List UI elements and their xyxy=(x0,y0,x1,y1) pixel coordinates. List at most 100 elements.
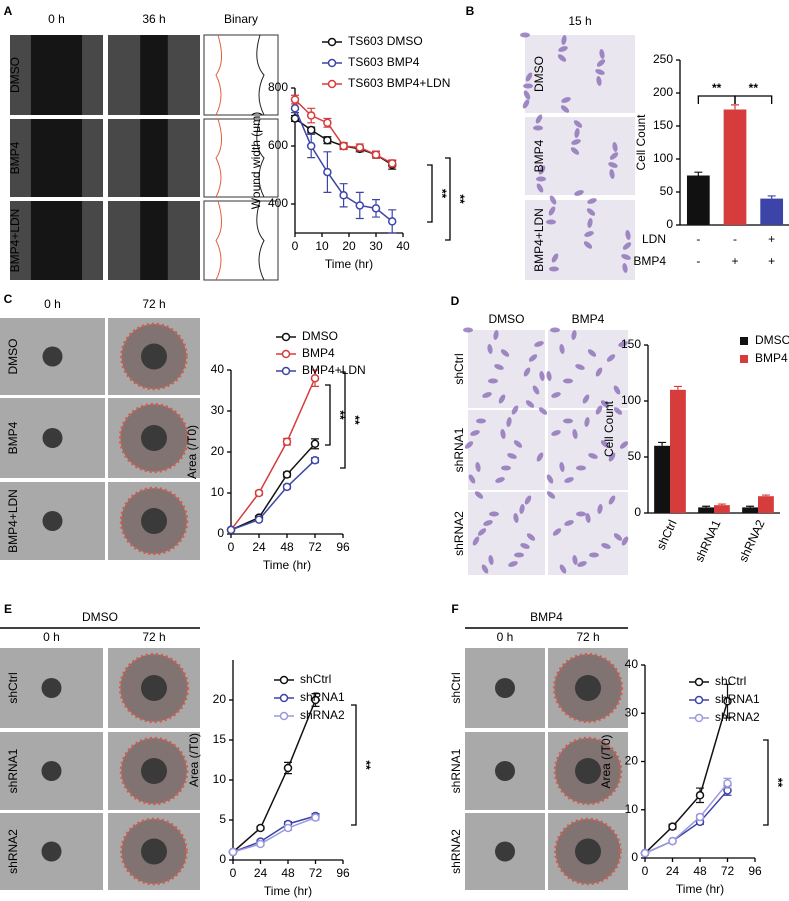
y-tick-label: 0 xyxy=(666,217,673,231)
point xyxy=(290,114,300,123)
point xyxy=(371,150,381,159)
cell xyxy=(576,511,586,517)
legend-label: shRNA2 xyxy=(300,708,345,722)
row-label: BMP4 xyxy=(532,139,546,172)
x-tick-label: 24 xyxy=(252,540,266,554)
cell xyxy=(558,46,568,52)
legend-label: BMP4+LDN xyxy=(302,363,366,377)
significance: ** xyxy=(333,410,347,420)
spheroid xyxy=(141,508,167,534)
point xyxy=(311,695,320,705)
cell-front xyxy=(108,201,141,280)
legend-label: DMSO xyxy=(755,333,789,347)
y-axis-label: Area (/T0) xyxy=(187,733,201,787)
point xyxy=(282,482,292,492)
cell xyxy=(523,367,531,377)
cell xyxy=(559,564,567,574)
cell xyxy=(608,452,616,462)
cell xyxy=(524,495,532,505)
cell xyxy=(587,218,593,228)
cell xyxy=(609,169,615,179)
cell xyxy=(468,474,476,484)
y-tick-label: 10 xyxy=(211,485,225,499)
cell xyxy=(613,385,621,395)
cell xyxy=(539,371,545,381)
cell xyxy=(613,533,623,541)
legend-label: TS603 DMSO xyxy=(348,34,423,48)
cell xyxy=(599,49,605,59)
cell xyxy=(608,162,618,168)
error-bar xyxy=(767,195,776,199)
cell xyxy=(559,462,565,472)
row-label: shCtrl xyxy=(6,672,20,703)
cell xyxy=(606,354,616,362)
y-tick-label: 30 xyxy=(625,705,639,719)
x-tick-label: 24 xyxy=(254,866,268,880)
condition-sign: + xyxy=(731,254,738,268)
significance: ** xyxy=(749,81,759,95)
row-label: shRNA1 xyxy=(6,748,20,793)
cell xyxy=(557,54,567,62)
column-label: 0 h xyxy=(497,630,514,644)
legend-marker xyxy=(694,695,704,705)
column-label: 0 h xyxy=(43,630,60,644)
cell-front xyxy=(167,35,200,115)
error-bar xyxy=(694,171,703,176)
x-axis-label: Time (hr) xyxy=(263,558,311,572)
cell xyxy=(619,441,629,449)
point xyxy=(282,470,292,479)
point xyxy=(226,525,236,535)
cell xyxy=(595,367,603,377)
x-tick-label: 0 xyxy=(228,540,235,554)
column-label: DMSO xyxy=(489,312,525,326)
cell xyxy=(522,99,530,109)
column-label: 0 h xyxy=(44,297,61,311)
spheroid xyxy=(42,511,63,531)
cell xyxy=(625,230,631,240)
cell xyxy=(618,341,628,347)
cell xyxy=(519,504,525,514)
spheroid xyxy=(495,678,515,698)
significance: ** xyxy=(771,778,785,788)
condition-name: BMP4 xyxy=(633,254,666,268)
cell xyxy=(563,378,573,384)
cell xyxy=(596,76,602,86)
row-label: BMP4 xyxy=(8,141,22,174)
cell-front xyxy=(82,201,103,280)
row-label: shCtrl xyxy=(449,672,463,703)
legend-swatch xyxy=(740,355,748,363)
column-label: BMP4 xyxy=(572,312,605,326)
cell xyxy=(488,378,498,384)
x-tick-label: 96 xyxy=(748,864,762,878)
cell xyxy=(587,198,597,204)
y-tick-label: 40 xyxy=(625,657,639,671)
cell xyxy=(596,59,606,67)
point xyxy=(695,812,705,822)
x-tick-label: 0 xyxy=(230,866,237,880)
cell xyxy=(536,183,544,193)
point xyxy=(311,813,320,822)
significance-bracket xyxy=(697,95,736,104)
y-tick-label: 50 xyxy=(628,449,642,463)
error-bar xyxy=(746,505,755,508)
cell-front xyxy=(82,119,103,197)
panel-header: DMSO xyxy=(82,610,118,624)
bar xyxy=(758,496,774,513)
cell xyxy=(500,349,510,357)
legend-marker xyxy=(327,37,337,47)
cell-front xyxy=(10,201,31,280)
row-label: DMSO xyxy=(6,339,20,375)
cell xyxy=(601,543,611,549)
y-tick-label: 40 xyxy=(211,362,225,376)
spheroid xyxy=(575,758,601,784)
cell xyxy=(552,528,562,536)
point xyxy=(339,141,348,151)
y-tick-label: 800 xyxy=(268,80,288,94)
bar xyxy=(670,389,686,513)
micrograph xyxy=(525,35,635,113)
significance-bracket xyxy=(763,739,769,826)
cell xyxy=(546,491,556,499)
point xyxy=(282,437,292,446)
cell xyxy=(577,561,587,567)
